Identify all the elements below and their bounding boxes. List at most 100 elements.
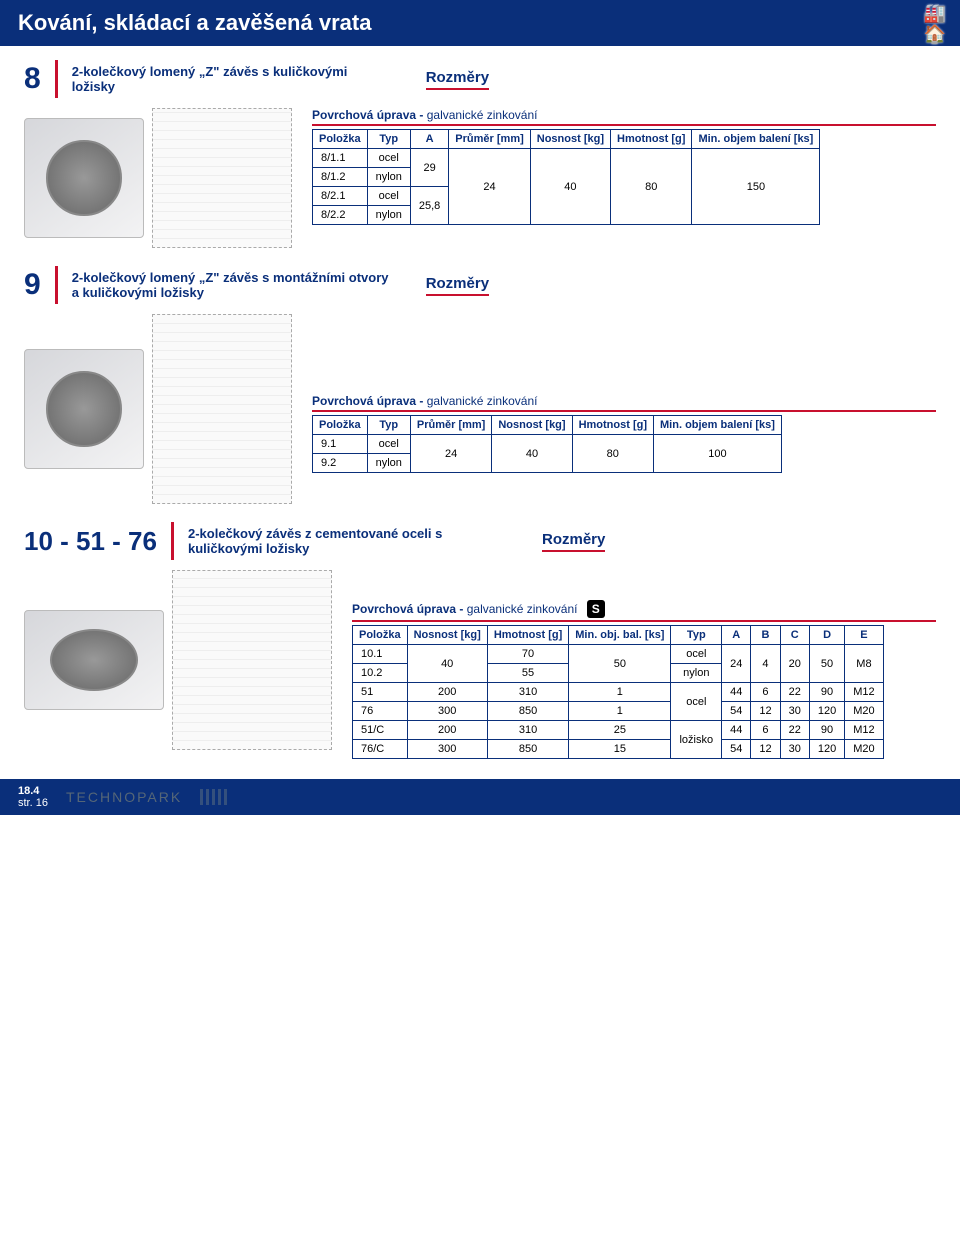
footer-brand: TECHNOPARK [66,789,182,805]
td: 120 [809,702,844,721]
td: 30 [780,740,809,759]
product-photo [24,349,144,469]
surface-detail: galvanické zinkování [467,602,578,616]
th: Typ [367,130,410,149]
td: 22 [780,721,809,740]
td: ocel [367,187,410,206]
td: 54 [722,740,751,759]
td: M20 [845,702,883,721]
td: 9.1 [313,435,368,454]
th: Nosnost [kg] [407,626,487,645]
td: 8/1.2 [313,168,368,187]
footer-stripes-icon [200,789,227,805]
td: 54 [722,702,751,721]
technical-diagram [172,570,332,750]
section-9: 9 2-kolečkový lomený „Z" závěs s montážn… [0,252,960,508]
td: 24 [410,435,491,473]
td: 44 [722,683,751,702]
th: Položka [353,626,408,645]
product-figure [24,570,332,750]
page-banner: Kování, skládací a zavěšená vrata 🏭 🏠 [0,0,960,46]
technical-diagram [152,314,292,504]
td: 29 [410,149,448,187]
td: 50 [809,645,844,683]
td: 25,8 [410,187,448,225]
technical-diagram [152,108,292,248]
td: 1 [569,702,671,721]
td: nylon [671,664,722,683]
th: Hmotnost [g] [611,130,692,149]
surface-label: Povrchová úprava - [312,108,423,122]
td: 10.2 [353,664,408,683]
td: 22 [780,683,809,702]
td: 44 [722,721,751,740]
red-divider [55,60,58,98]
s-badge: S [587,600,605,618]
td: 90 [809,683,844,702]
td: ocel [367,435,410,454]
th: Položka [313,130,368,149]
td: 80 [572,435,653,473]
td: 4 [751,645,780,683]
dimensions-label: Rozměry [426,69,489,90]
td: 150 [692,149,820,225]
td: 1 [569,683,671,702]
page-footer: 18.4 str. 16 TECHNOPARK [0,779,960,815]
surface-detail: galvanické zinkování [427,394,538,408]
td: 76/C [353,740,408,759]
td: 100 [654,435,782,473]
td: M12 [845,721,883,740]
product-photo [24,610,164,710]
surface-detail: galvanické zinkování [427,108,538,122]
footer-page-1: 18.4 [18,785,48,797]
td: 12 [751,740,780,759]
td: 51/C [353,721,408,740]
th: Min. obj. bal. [ks] [569,626,671,645]
td: 20 [780,645,809,683]
td: 850 [487,740,568,759]
th: Hmotnost [g] [572,416,653,435]
dimensions-label: Rozměry [426,275,489,296]
table-caption: Povrchová úprava - galvanické zinkování [312,394,936,412]
td: 300 [407,740,487,759]
section-10-51-76: 10 - 51 - 76 2-kolečkový závěs z cemento… [0,508,960,763]
th: Typ [671,626,722,645]
table-caption: Povrchová úprava - galvanické zinkování [312,108,936,126]
td: 90 [809,721,844,740]
td: 10.1 [353,645,408,664]
td: ložisko [671,721,722,759]
td: 8/2.2 [313,206,368,225]
td: 6 [751,721,780,740]
td: 70 [487,645,568,664]
section-number: 9 [24,270,41,300]
section-title: 2-kolečkový závěs z cementované oceli s … [188,526,508,556]
td: 40 [530,149,610,225]
td: ocel [671,645,722,664]
td: ocel [367,149,410,168]
td: M12 [845,683,883,702]
td: 6 [751,683,780,702]
td: nylon [367,168,410,187]
td: 76 [353,702,408,721]
section-title: 2-kolečkový lomený „Z" závěs s kuličkový… [72,64,392,94]
td: 120 [809,740,844,759]
product-figure [24,314,292,504]
section-title: 2-kolečkový lomený „Z" závěs s montážním… [72,270,392,300]
th: B [751,626,780,645]
td: 200 [407,721,487,740]
th: Hmotnost [g] [487,626,568,645]
td: 8/2.1 [313,187,368,206]
td: M8 [845,645,883,683]
th: Průměr [mm] [410,416,491,435]
td: 850 [487,702,568,721]
td: 9.2 [313,454,368,473]
th: E [845,626,883,645]
th: D [809,626,844,645]
td: 30 [780,702,809,721]
footer-page-2: str. 16 [18,797,48,809]
th: Položka [313,416,368,435]
red-divider [55,266,58,304]
td: nylon [367,206,410,225]
red-divider [171,522,174,560]
td: 40 [492,435,572,473]
